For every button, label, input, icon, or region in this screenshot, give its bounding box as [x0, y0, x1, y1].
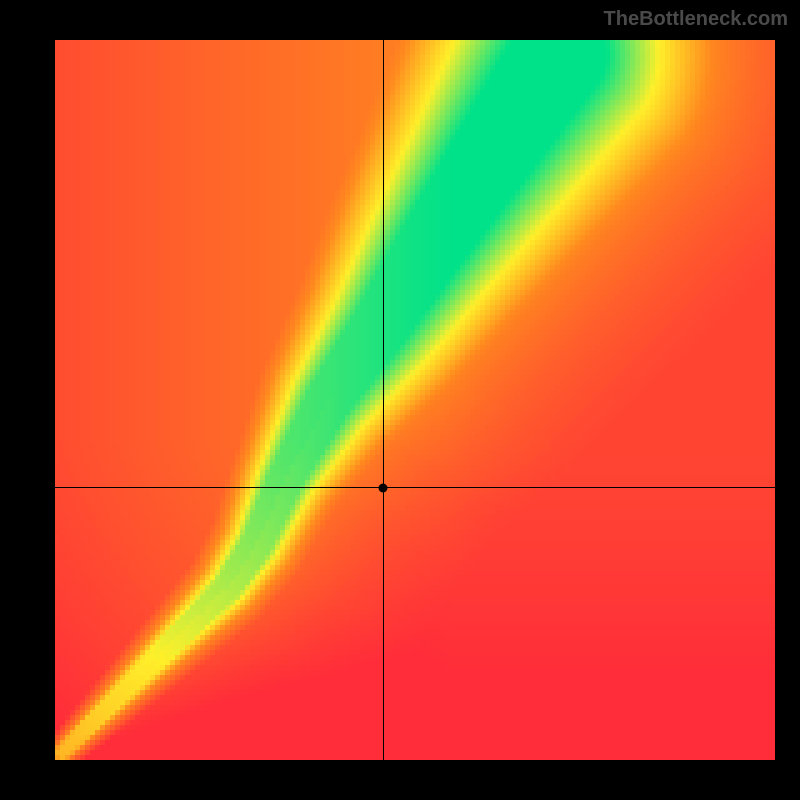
- crosshair-horizontal: [55, 487, 775, 488]
- plot-area: [55, 40, 775, 760]
- watermark-text: TheBottleneck.com: [604, 8, 788, 31]
- crosshair-marker: [379, 483, 388, 492]
- chart-container: TheBottleneck.com: [0, 0, 800, 800]
- crosshair-vertical: [383, 40, 384, 760]
- heatmap-canvas: [55, 40, 775, 760]
